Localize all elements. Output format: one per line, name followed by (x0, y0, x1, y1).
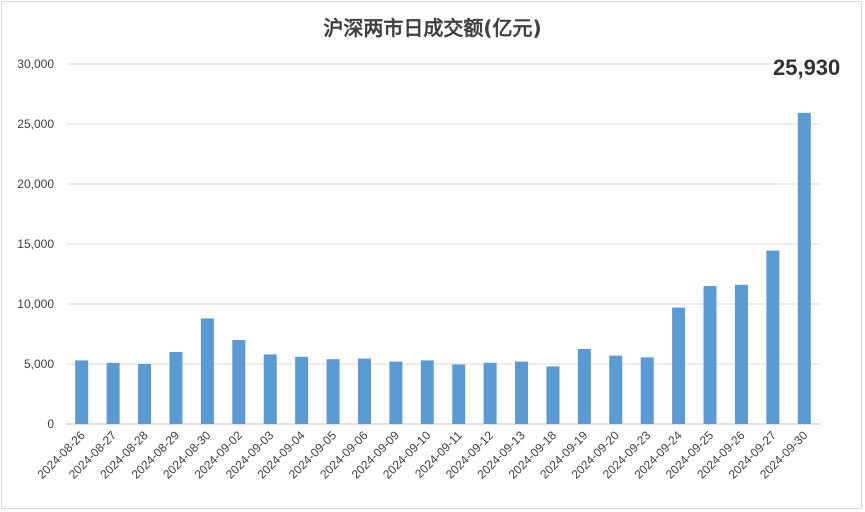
bar (483, 362, 497, 424)
bar (326, 359, 340, 424)
y-tick-label: 25,000 (17, 117, 54, 131)
y-axis-ticks: 0 5,000 10,000 15,000 20,000 25,000 30,000 (17, 57, 54, 431)
bar (546, 366, 560, 424)
bar (577, 349, 591, 424)
y-tick-label: 0 (47, 417, 54, 431)
chart-title: 沪深两市日成交额(亿元) (323, 16, 542, 40)
bar (389, 361, 403, 424)
bar (672, 307, 686, 424)
y-tick-label: 10,000 (17, 297, 54, 311)
y-tick-label: 30,000 (17, 57, 54, 71)
bar (169, 352, 183, 424)
bar (640, 357, 654, 424)
bar (797, 112, 811, 424)
y-tick-label: 5,000 (24, 357, 54, 371)
bar (295, 356, 309, 424)
bar (420, 360, 434, 424)
bar (734, 284, 748, 424)
x-axis-ticks: 2024-08-262024-08-272024-08-282024-08-29… (35, 428, 811, 482)
bar (138, 364, 152, 424)
annotation-label: 25,930 (773, 55, 840, 80)
bar (452, 364, 466, 424)
bar (357, 358, 371, 424)
bar (232, 340, 246, 424)
bar (263, 354, 277, 424)
bar (75, 360, 89, 424)
bar (609, 355, 623, 424)
y-tick-label: 20,000 (17, 177, 54, 191)
y-tick-label: 15,000 (17, 237, 54, 251)
gridlines (66, 63, 820, 425)
bar (200, 318, 214, 424)
bars (75, 112, 811, 424)
bar (106, 362, 120, 424)
bar (515, 361, 529, 424)
bar (703, 286, 717, 424)
bar (766, 250, 780, 424)
